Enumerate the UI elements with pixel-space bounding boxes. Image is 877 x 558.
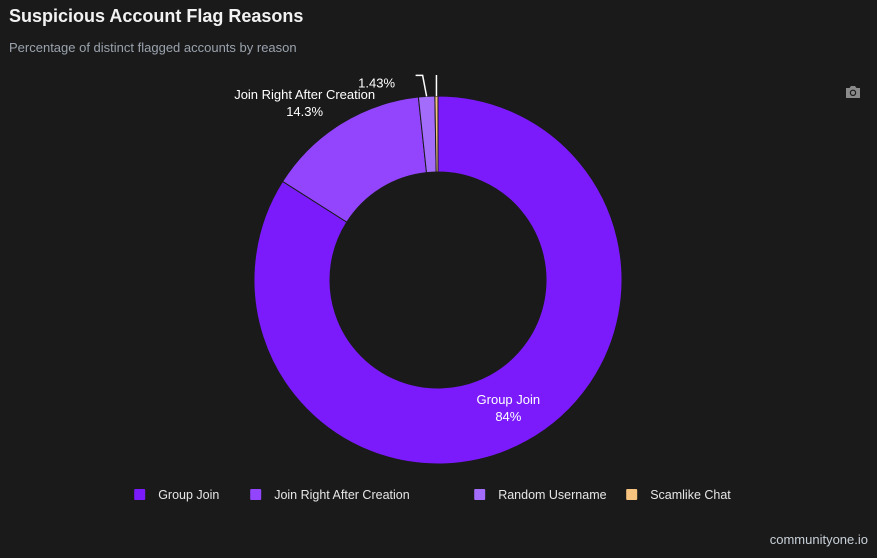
legend-item-group-join[interactable]: Group Join [134,488,219,502]
legend-swatch-group-join [134,489,146,500]
leader-line-random-username [415,74,428,97]
slice-group-join[interactable] [253,95,623,465]
legend-item-random-username[interactable]: Random Username [474,488,607,502]
slice-value-random-username: 1.43% [358,75,395,90]
slice-value-group-join: 84% [495,409,521,424]
legend-item-scamlike-chat[interactable]: Scamlike Chat [626,488,731,502]
legend-swatch-random-username [474,489,486,500]
legend-swatch-join-right-after-creation [250,489,262,500]
legend-swatch-scamlike-chat [626,489,638,500]
slice-label-join-right-after-creation: Join Right After Creation [234,87,375,102]
slice-label-group-join: Group Join [477,392,541,407]
brand-footer: communityone.io [769,532,868,547]
slice-value-join-right-after-creation: 14.3% [286,104,323,119]
slice-scamlike-chat[interactable] [434,95,439,173]
legend-label-scamlike-chat: Scamlike Chat [650,488,731,502]
legend-label-join-right-after-creation: Join Right After Creation [274,488,410,502]
camera-icon[interactable] [844,84,862,100]
legend-item-join-right-after-creation[interactable]: Join Right After Creation [250,488,410,502]
legend-label-random-username: Random Username [498,488,606,502]
chart-title: Suspicious Account Flag Reasons [9,6,304,26]
legend-label-group-join: Group Join [158,488,219,502]
chart-subtitle: Percentage of distinct flagged accounts … [9,40,297,55]
